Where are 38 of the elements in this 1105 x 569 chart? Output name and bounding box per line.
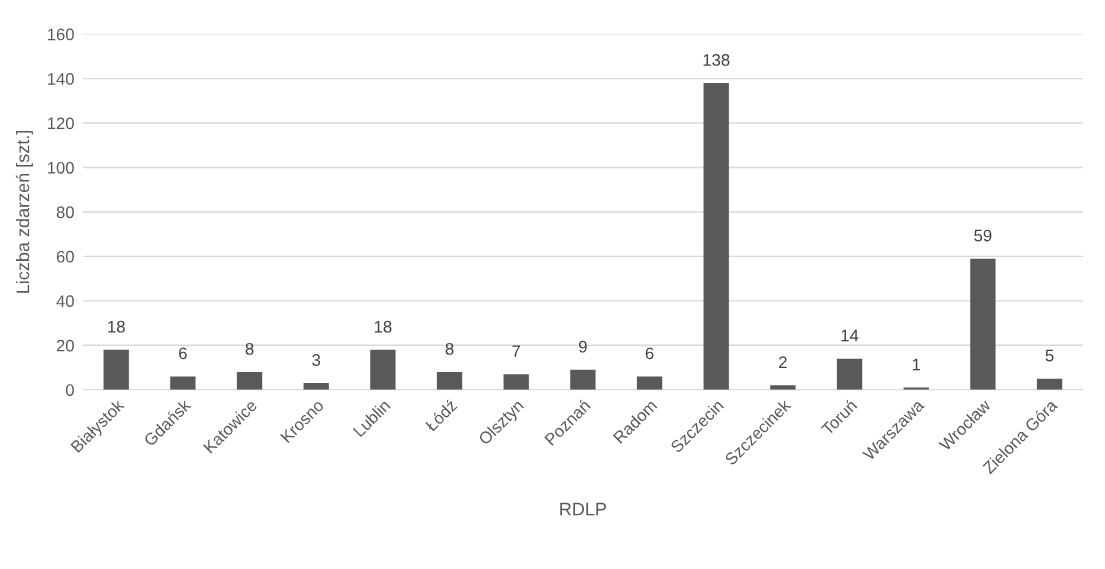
bar bbox=[103, 349, 129, 390]
bar bbox=[503, 374, 529, 390]
y-tick-label: 60 bbox=[56, 250, 74, 263]
data-label: 138 bbox=[703, 54, 730, 66]
y-tick-label: 100 bbox=[48, 161, 74, 174]
bar bbox=[436, 371, 463, 390]
y-tick-label: 140 bbox=[48, 72, 74, 85]
bar bbox=[836, 358, 863, 390]
y-tick-label: 120 bbox=[48, 117, 74, 130]
data-label: 2 bbox=[779, 356, 787, 368]
data-label: 18 bbox=[374, 320, 392, 333]
bar bbox=[703, 83, 729, 390]
data-label: 18 bbox=[108, 320, 125, 333]
data-label: 8 bbox=[445, 343, 454, 355]
y-tick-label: 0 bbox=[65, 384, 74, 396]
y-tick-label: 160 bbox=[48, 28, 74, 41]
bar bbox=[770, 385, 796, 390]
data-label: 8 bbox=[245, 343, 254, 355]
y-axis-title: Liczba zdarzeń [szt.] bbox=[15, 130, 33, 293]
y-tick-label: 40 bbox=[56, 295, 74, 308]
bar bbox=[970, 258, 996, 390]
data-label: 1 bbox=[912, 358, 921, 371]
y-tick-label: 80 bbox=[56, 206, 74, 219]
data-label: 6 bbox=[645, 347, 654, 360]
bar bbox=[636, 376, 663, 390]
data-label: 3 bbox=[312, 354, 321, 366]
data-label: 7 bbox=[512, 345, 521, 357]
data-label: 5 bbox=[1045, 349, 1054, 362]
bar bbox=[170, 376, 196, 390]
data-label: 9 bbox=[579, 340, 587, 353]
data-label: 6 bbox=[179, 347, 187, 360]
bar bbox=[570, 369, 596, 390]
bar bbox=[370, 349, 396, 390]
x-axis-title: RDLP bbox=[560, 502, 607, 516]
data-label: 14 bbox=[841, 329, 859, 342]
bar bbox=[236, 371, 263, 390]
data-label: 59 bbox=[974, 229, 992, 242]
y-tick-label: 20 bbox=[56, 339, 74, 352]
